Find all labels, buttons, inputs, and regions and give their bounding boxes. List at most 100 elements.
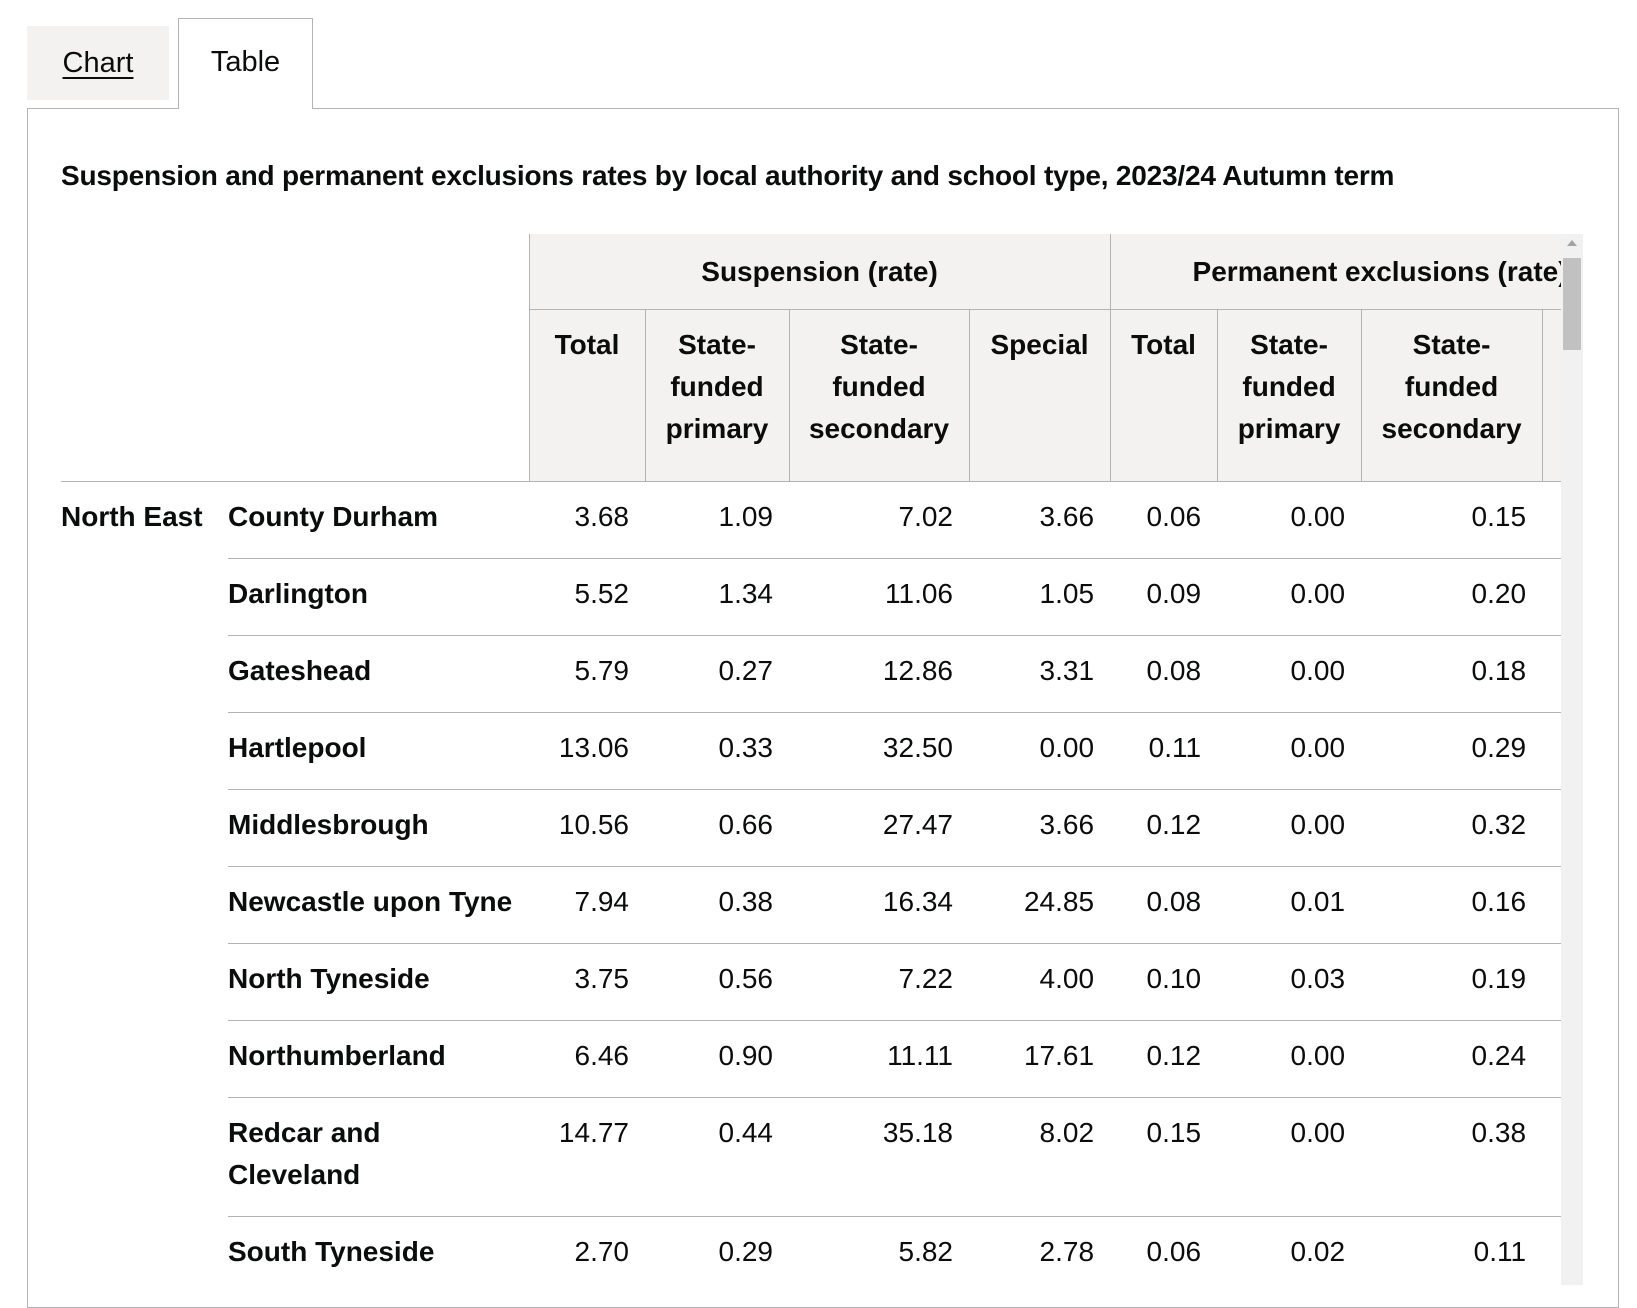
column-header: Total (528, 309, 645, 482)
value-cell: 3.68 (529, 481, 645, 559)
value-cell: 0.15 (1361, 481, 1543, 559)
local-authority-cell: Hartlepool (228, 712, 529, 790)
table-row: Redcar and Cleveland 14.77 0.44 35.18 8.02 0.… (61, 1097, 1561, 1217)
value-cell: 0.06 (1110, 1216, 1218, 1285)
value-cell: 2.70 (529, 1216, 645, 1285)
local-authority-cell: County Durham (228, 481, 529, 559)
value-cell: 0.29 (1361, 712, 1543, 790)
local-authority-cell: Gateshead (228, 635, 529, 713)
table-row: North East County Durham 3.68 1.09 7.02 3.66 0… (61, 481, 1561, 559)
value-cell: 0.09 (1110, 558, 1218, 636)
value-cell: 0.15 (1110, 1097, 1218, 1217)
table-title: Suspension and permanent exclusions rate… (61, 160, 1395, 191)
value-cell: 0.06 (1110, 481, 1218, 559)
scroll-up-arrow-icon[interactable] (1567, 240, 1577, 246)
value-cell: 0.11 (1110, 712, 1218, 790)
tab-chart[interactable]: Chart (27, 26, 169, 100)
hidden-cell (1542, 1097, 1561, 1217)
value-cell: 7.94 (529, 866, 645, 944)
value-cell: 12.86 (789, 635, 969, 713)
hidden-cell (1542, 1020, 1561, 1098)
table-row: Middlesbrough 10.56 0.66 27.47 3.66 0.12 0.00 0… (61, 789, 1561, 867)
value-cell: 1.05 (969, 558, 1111, 636)
hidden-cell (1542, 943, 1561, 1021)
value-cell: 0.29 (645, 1216, 789, 1285)
column-header: State-funded secondary (788, 309, 969, 482)
header-blank (61, 309, 529, 482)
value-cell: 5.52 (529, 558, 645, 636)
table-row: North Tyneside 3.75 0.56 7.22 4.00 0.10 0.03 0.… (61, 943, 1561, 1021)
hidden-cell (1542, 558, 1561, 636)
table-row: South Tyneside 2.70 0.29 5.82 2.78 0.06 0.02 0.… (61, 1216, 1561, 1285)
local-authority-cell: Redcar and Cleveland (228, 1097, 529, 1217)
column-header: Total (1109, 309, 1218, 482)
value-cell: 16.34 (789, 866, 969, 944)
value-cell: 17.61 (969, 1020, 1111, 1098)
value-cell: 5.79 (529, 635, 645, 713)
tab-table[interactable]: Table (178, 18, 313, 109)
hidden-cell (1542, 866, 1561, 944)
value-cell: 11.11 (789, 1020, 969, 1098)
value-cell: 0.38 (1361, 1097, 1543, 1217)
value-cell: 24.85 (969, 866, 1111, 944)
hidden-cell (1542, 1216, 1561, 1285)
value-cell: 0.00 (1217, 635, 1362, 713)
data-table: Suspension (rate) Permanent exclusions (… (61, 234, 1561, 1285)
value-cell: 0.00 (1217, 558, 1362, 636)
table-row: Northumberland 6.46 0.90 11.11 17.61 0.12 0.00… (61, 1020, 1561, 1098)
column-header: Special (968, 309, 1111, 482)
value-cell: 2.78 (969, 1216, 1111, 1285)
local-authority-cell: Darlington (228, 558, 529, 636)
value-cell: 5.82 (789, 1216, 969, 1285)
value-cell: 3.75 (529, 943, 645, 1021)
value-cell: 0.66 (645, 789, 789, 867)
table-row: Newcastle upon Tyne 7.94 0.38 16.34 24.85 0.0… (61, 866, 1561, 944)
value-cell: 0.90 (645, 1020, 789, 1098)
value-cell: 10.56 (529, 789, 645, 867)
value-cell: 35.18 (789, 1097, 969, 1217)
value-cell: 8.02 (969, 1097, 1111, 1217)
local-authority-cell: South Tyneside (228, 1216, 529, 1285)
table-row: Darlington 5.52 1.34 11.06 1.05 0.09 0.00 0.20 (61, 558, 1561, 636)
value-cell: 0.02 (1217, 1216, 1362, 1285)
value-cell: 0.24 (1361, 1020, 1543, 1098)
value-cell: 27.47 (789, 789, 969, 867)
value-cell: 0.00 (1217, 1020, 1362, 1098)
table-row: Gateshead 5.79 0.27 12.86 3.31 0.08 0.00 0.18 (61, 635, 1561, 713)
value-cell: 0.16 (1361, 866, 1543, 944)
column-header: State-funded primary (644, 309, 789, 482)
value-cell: 0.00 (1217, 789, 1362, 867)
group-header-permanent-exclusions: Permanent exclusions (rate) (1109, 234, 1561, 310)
value-cell: 0.00 (1217, 712, 1362, 790)
value-cell: 3.66 (969, 789, 1111, 867)
value-cell: 0.01 (1217, 866, 1362, 944)
value-cell: 0.10 (1110, 943, 1218, 1021)
value-cell: 1.09 (645, 481, 789, 559)
region-cell: North East (61, 501, 203, 532)
value-cell: 7.22 (789, 943, 969, 1021)
local-authority-cell: North Tyneside (228, 943, 529, 1021)
hidden-cell (1542, 789, 1561, 867)
column-header: State-funded secondary (1360, 309, 1543, 482)
hidden-cell (1542, 481, 1561, 559)
value-cell: 6.46 (529, 1020, 645, 1098)
value-cell: 3.66 (969, 481, 1111, 559)
hidden-cell (1542, 635, 1561, 713)
value-cell: 3.31 (969, 635, 1111, 713)
value-cell: 0.00 (1217, 1097, 1362, 1217)
value-cell: 0.11 (1361, 1216, 1543, 1285)
column-header-hidden (1541, 309, 1561, 482)
table-scroll-container[interactable]: Suspension (rate) Permanent exclusions (… (61, 234, 1561, 1285)
header-blank (61, 234, 529, 310)
scrollbar-thumb[interactable] (1563, 258, 1581, 350)
table-row: Hartlepool 13.06 0.33 32.50 0.00 0.11 0.00 0.29 (61, 712, 1561, 790)
value-cell: 0.12 (1110, 1020, 1218, 1098)
local-authority-cell: Middlesbrough (228, 789, 529, 867)
local-authority-cell: Northumberland (228, 1020, 529, 1098)
vertical-scrollbar[interactable] (1561, 234, 1583, 1285)
group-header-suspension: Suspension (rate) (528, 234, 1111, 310)
value-cell: 0.33 (645, 712, 789, 790)
value-cell: 0.27 (645, 635, 789, 713)
value-cell: 0.19 (1361, 943, 1543, 1021)
value-cell: 0.32 (1361, 789, 1543, 867)
